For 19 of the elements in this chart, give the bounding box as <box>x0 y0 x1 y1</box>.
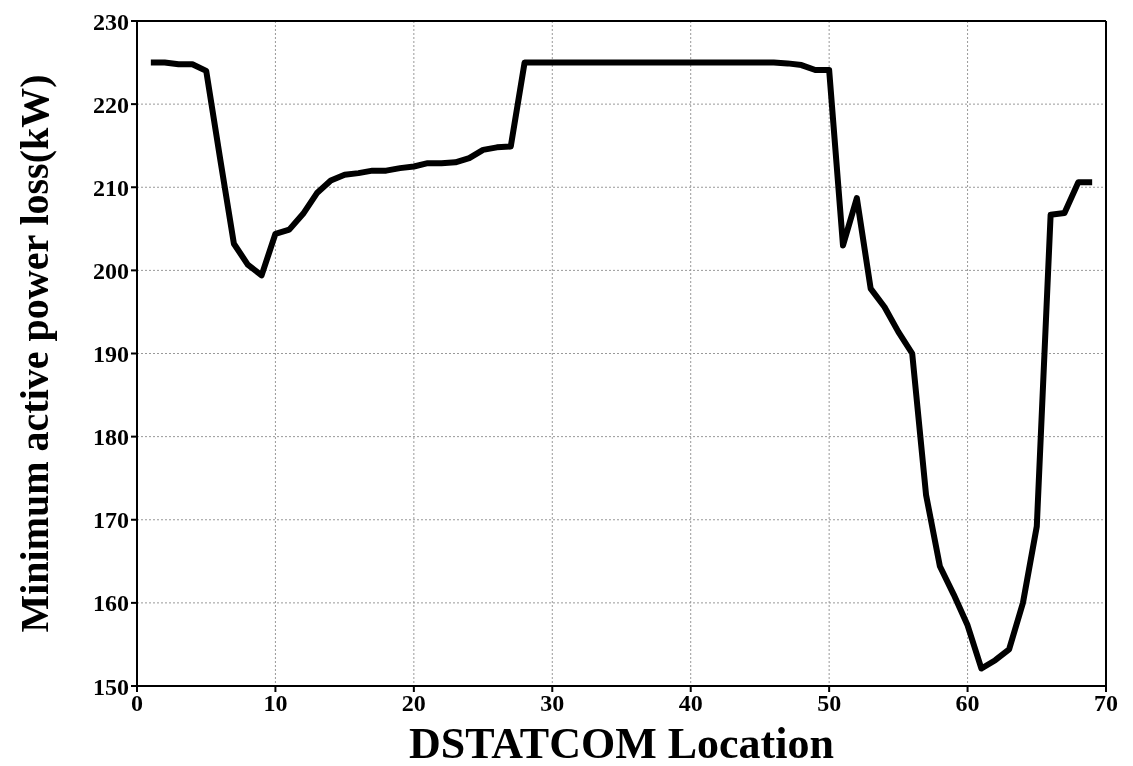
y-tick-label: 220 <box>93 91 129 118</box>
x-tick-label: 40 <box>678 690 703 717</box>
y-tick-label: 170 <box>93 507 129 534</box>
y-tick-label: 160 <box>93 590 129 617</box>
y-axis-title: Minimum active power loss(kW) <box>12 74 58 633</box>
x-tick-label: 0 <box>131 690 143 717</box>
y-tick-label: 230 <box>93 8 129 35</box>
x-axis-title: DSTATCOM Location <box>409 719 834 766</box>
x-tick-label: 70 <box>1094 690 1118 717</box>
x-tick-label: 20 <box>401 690 426 717</box>
y-tick-label: 190 <box>93 341 129 368</box>
y-tick-label: 210 <box>93 174 129 201</box>
x-tick-label: 10 <box>263 690 288 717</box>
x-tick-label: 50 <box>817 690 842 717</box>
x-tick-label: 30 <box>540 690 565 717</box>
y-tick-label: 180 <box>93 424 129 451</box>
y-tick-label: 150 <box>93 673 129 700</box>
x-tick-label: 60 <box>955 690 980 717</box>
y-tick-label: 200 <box>93 257 129 284</box>
